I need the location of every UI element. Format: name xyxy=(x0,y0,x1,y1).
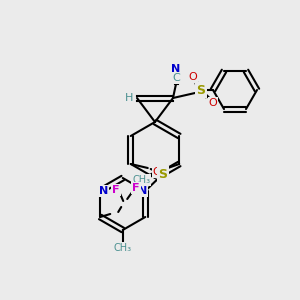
Text: F: F xyxy=(133,183,140,193)
Text: O: O xyxy=(189,72,197,82)
Text: F: F xyxy=(112,185,120,195)
Text: N: N xyxy=(171,64,181,74)
Text: O: O xyxy=(153,167,162,177)
Text: N: N xyxy=(138,186,147,196)
Text: O: O xyxy=(208,98,217,108)
Text: CH₃: CH₃ xyxy=(114,243,132,253)
Text: S: S xyxy=(158,167,167,181)
Text: C: C xyxy=(172,73,180,83)
Text: N: N xyxy=(99,186,108,196)
Text: CH₃: CH₃ xyxy=(132,175,150,185)
Text: H: H xyxy=(125,93,133,103)
Text: S: S xyxy=(196,83,206,97)
